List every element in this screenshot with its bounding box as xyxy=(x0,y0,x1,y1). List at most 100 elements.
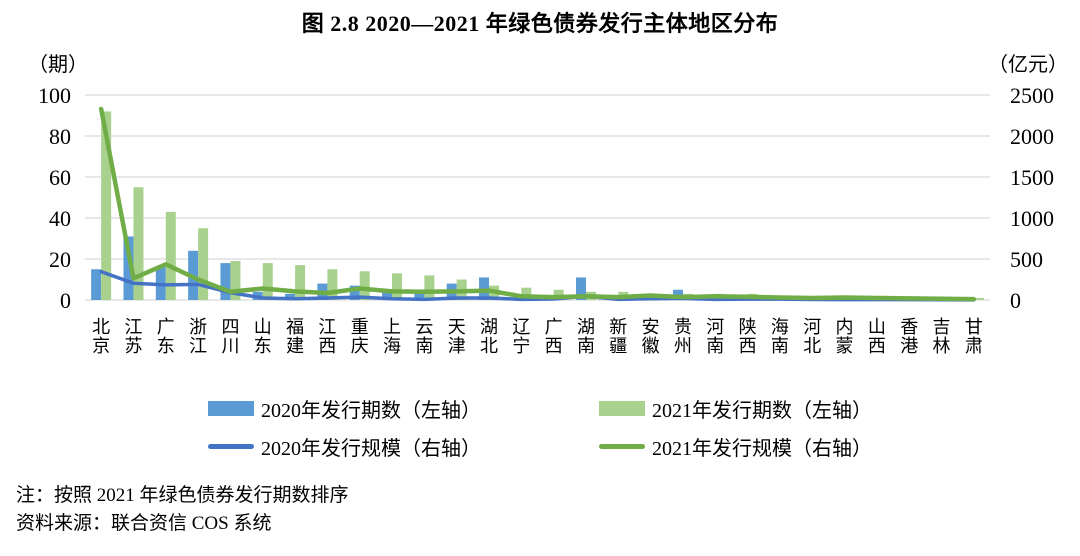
x-label2-福建: 建 xyxy=(286,336,304,356)
bar-issues-2021-上海 xyxy=(392,273,403,300)
left-axis-tick-20: 20 xyxy=(49,247,71,272)
x-label2-北京: 京 xyxy=(92,336,110,356)
x-label2-广西: 西 xyxy=(545,336,563,356)
bar-issues-2021-浙江 xyxy=(198,228,209,300)
bar-issues-2021-福建 xyxy=(295,265,306,300)
x-label-甘肃: 甘 xyxy=(965,317,983,337)
x-label2-山东: 东 xyxy=(254,336,272,356)
x-label-新疆: 新 xyxy=(609,317,627,337)
x-label2-江苏: 苏 xyxy=(124,336,142,356)
x-label-河北: 河 xyxy=(803,317,821,337)
source-note: 资料来源：联合资信 COS 系统 xyxy=(16,513,272,534)
x-label2-内蒙: 蒙 xyxy=(836,336,854,356)
sort-note: 注：按照 2021 年绿色债券发行期数排序 xyxy=(16,485,349,506)
figure-notes: 注：按照 2021 年绿色债券发行期数排序 资料来源：联合资信 COS 系统 xyxy=(16,482,349,538)
legend-item-scale-2021: 2021年发行规模（右轴） xyxy=(599,432,872,461)
x-label2-甘肃: 肃 xyxy=(965,336,983,356)
legend-swatch-line-2020 xyxy=(208,444,254,449)
bar-issues-2020-四川 xyxy=(220,263,231,300)
x-label-辽宁: 辽 xyxy=(512,317,530,337)
x-label2-海南: 南 xyxy=(771,336,789,356)
legend-item-scale-2020: 2020年发行规模（右轴） xyxy=(208,432,481,461)
legend-swatch-bar-2020 xyxy=(208,401,254,416)
x-label-内蒙: 内 xyxy=(836,317,854,337)
x-label2-陕西: 西 xyxy=(739,336,757,356)
x-label2-香港: 港 xyxy=(900,336,918,356)
right-axis-tick-1000: 1000 xyxy=(1010,206,1054,231)
x-label-福建: 福 xyxy=(286,317,304,337)
x-label-海南: 海 xyxy=(771,317,789,337)
legend-swatch-line-2021 xyxy=(599,444,645,449)
x-label-贵州: 贵 xyxy=(674,317,692,337)
legend-label-issues-2020: 2020年发行期数（左轴） xyxy=(261,400,481,422)
x-label-四川: 四 xyxy=(221,317,239,337)
legend-label-scale-2021: 2021年发行规模（右轴） xyxy=(652,438,872,460)
right-axis-tick-0: 0 xyxy=(1010,288,1021,313)
bar-issues-2020-江苏 xyxy=(123,236,134,300)
x-label2-河北: 北 xyxy=(803,336,821,356)
left-axis-tick-100: 100 xyxy=(38,83,71,108)
legend-item-issues-2021: 2021年发行期数（左轴） xyxy=(599,394,872,423)
left-axis-tick-0: 0 xyxy=(60,288,71,313)
x-label-吉林: 吉 xyxy=(933,317,951,337)
left-axis-unit: （期） xyxy=(28,54,88,76)
bar-issues-2021-云南 xyxy=(424,275,435,300)
x-label-北京: 北 xyxy=(92,317,110,337)
x-label2-湖南: 南 xyxy=(577,336,595,356)
right-axis-tick-2500: 2500 xyxy=(1010,83,1054,108)
x-label-广东: 广 xyxy=(157,317,175,337)
left-axis-tick-80: 80 xyxy=(49,124,71,149)
bar-issues-2021-北京 xyxy=(101,111,112,301)
chart-plot-area: 02040608010005001000150020002500北京江苏广东浙江… xyxy=(38,83,1054,356)
x-label2-贵州: 州 xyxy=(674,336,692,356)
left-axis-tick-40: 40 xyxy=(49,206,71,231)
left-axis-tick-60: 60 xyxy=(49,165,71,190)
bar-issues-2020-北京 xyxy=(91,269,102,300)
x-label-天津: 天 xyxy=(448,317,466,337)
x-label-云南: 云 xyxy=(415,317,433,337)
legend-label-scale-2020: 2020年发行规模（右轴） xyxy=(261,438,481,460)
x-label2-四川: 川 xyxy=(221,336,239,356)
bar-issues-2021-重庆 xyxy=(359,271,370,300)
x-label2-云南: 南 xyxy=(415,336,433,356)
x-label2-安徽: 徽 xyxy=(642,336,660,356)
x-label-浙江: 浙 xyxy=(189,317,207,337)
legend-label-issues-2021: 2021年发行期数（左轴） xyxy=(652,400,872,422)
x-label-江西: 江 xyxy=(318,317,336,337)
bar-issues-2021-广东 xyxy=(165,211,176,300)
x-label2-河南: 南 xyxy=(706,336,724,356)
chart-title: 图 2.8 2020—2021 年绿色债券发行主体地区分布 xyxy=(301,11,779,36)
right-axis-tick-2000: 2000 xyxy=(1010,124,1054,149)
x-label-上海: 上 xyxy=(383,317,401,337)
legend-item-issues-2020: 2020年发行期数（左轴） xyxy=(208,394,481,423)
x-label-安徽: 安 xyxy=(642,317,660,337)
x-label2-辽宁: 宁 xyxy=(512,336,530,356)
x-label2-吉林: 林 xyxy=(933,336,951,356)
x-label2-浙江: 江 xyxy=(189,336,207,356)
bar-issues-2020-上海 xyxy=(382,291,393,300)
x-label-广西: 广 xyxy=(545,317,563,337)
x-label-湖北: 湖 xyxy=(480,317,498,337)
x-label2-上海: 海 xyxy=(383,336,401,356)
bar-issues-2020-云南 xyxy=(414,291,425,300)
x-label2-广东: 东 xyxy=(157,336,175,356)
x-label2-湖北: 北 xyxy=(480,336,498,356)
x-label2-江西: 西 xyxy=(318,336,336,356)
line-scale-2021 xyxy=(98,106,977,302)
x-label-山东: 山 xyxy=(254,317,272,337)
x-label2-重庆: 庆 xyxy=(351,336,369,356)
bar-issues-2020-重庆 xyxy=(349,285,360,300)
x-label-河南: 河 xyxy=(706,317,724,337)
x-label-湖南: 湖 xyxy=(577,317,595,337)
right-axis-unit: （亿元） xyxy=(988,54,1068,76)
chart-legend: 2020年发行期数（左轴） 2021年发行期数（左轴） 2020年发行规模（右轴… xyxy=(0,394,1080,461)
x-label2-天津: 津 xyxy=(448,336,466,356)
bar-issues-2021-辽宁 xyxy=(521,287,532,300)
bar-issues-2021-江西 xyxy=(327,269,338,300)
x-label-山西: 山 xyxy=(868,317,886,337)
x-label2-新疆: 疆 xyxy=(609,336,627,356)
x-label-香港: 香 xyxy=(900,317,918,337)
bar-issues-2021-四川 xyxy=(230,261,241,300)
right-axis-tick-1500: 1500 xyxy=(1010,165,1054,190)
